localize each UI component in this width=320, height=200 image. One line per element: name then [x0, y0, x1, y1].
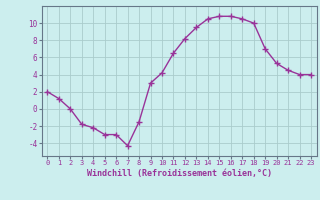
- X-axis label: Windchill (Refroidissement éolien,°C): Windchill (Refroidissement éolien,°C): [87, 169, 272, 178]
